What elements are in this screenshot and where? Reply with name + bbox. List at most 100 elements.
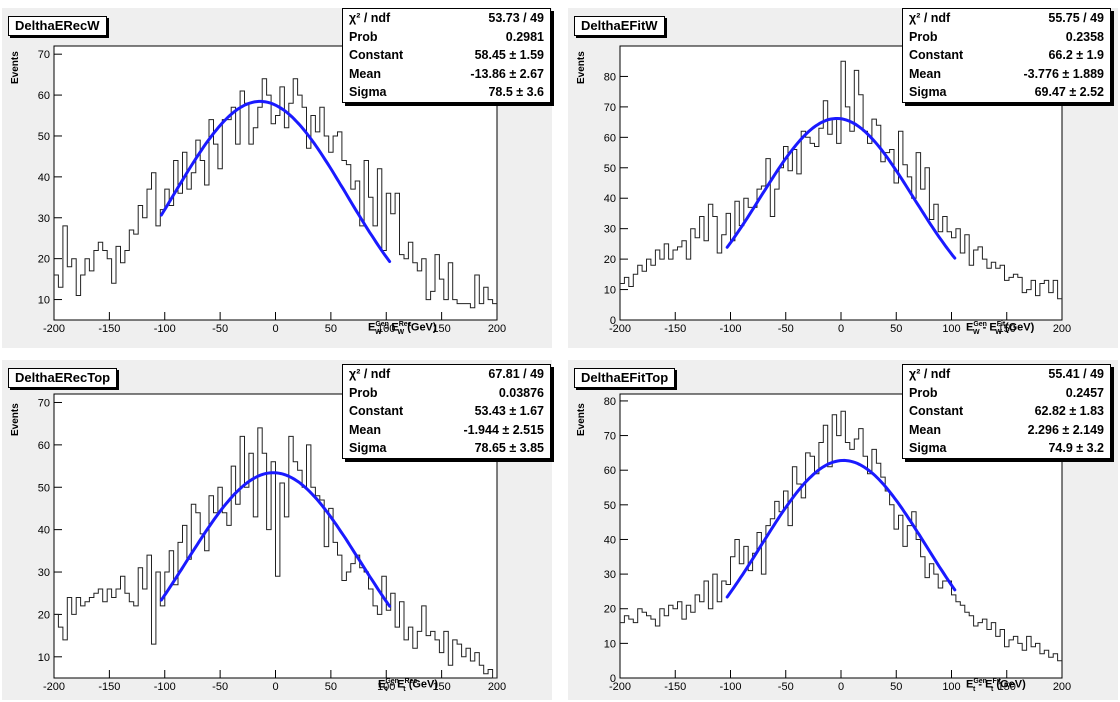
y-tick-label: 0 bbox=[610, 315, 616, 327]
y-tick-label: 20 bbox=[38, 254, 50, 266]
stat-value: 62.82 ± 1.83 bbox=[1034, 404, 1104, 418]
x-tick-label: 0 bbox=[272, 681, 278, 693]
y-tick-label: 60 bbox=[604, 465, 616, 477]
stat-label: Prob bbox=[909, 29, 938, 44]
y-tick-label: 40 bbox=[38, 172, 50, 184]
y-tick-label: 80 bbox=[604, 71, 616, 83]
y-axis-label: Events bbox=[10, 403, 21, 436]
stat-label: Mean bbox=[909, 66, 941, 81]
x-tick-label: 0 bbox=[838, 681, 844, 693]
stat-value: 66.2 ± 1.9 bbox=[1048, 48, 1104, 62]
stat-value: -13.86 ± 2.67 bbox=[470, 66, 544, 81]
stat-label: Constant bbox=[349, 48, 404, 62]
x-tick-label: 200 bbox=[488, 323, 506, 335]
y-tick-label: 10 bbox=[38, 295, 50, 307]
x-tick-label: -150 bbox=[98, 681, 120, 693]
stat-label: Prob bbox=[349, 29, 378, 44]
stat-value: 69.47 ± 2.52 bbox=[1034, 85, 1104, 99]
stat-value: 55.41 / 49 bbox=[1048, 367, 1104, 381]
x-tick-label: 150 bbox=[998, 323, 1016, 335]
stat-value: 2.296 ± 2.149 bbox=[1027, 422, 1104, 437]
histogram-title: DelthaERecW bbox=[8, 16, 107, 36]
y-tick-label: 40 bbox=[604, 193, 616, 205]
stat-value: 78.65 ± 3.85 bbox=[474, 441, 544, 455]
x-tick-label: -150 bbox=[664, 681, 686, 693]
x-tick-label: -50 bbox=[212, 323, 228, 335]
stat-value: 67.81 / 49 bbox=[488, 367, 544, 381]
x-tick-label: 100 bbox=[942, 681, 960, 693]
histogram-title: DelthaEFitW bbox=[574, 16, 665, 36]
x-tick-label: 200 bbox=[1053, 681, 1071, 693]
x-tick-label: 100 bbox=[377, 681, 395, 693]
y-tick-label: 80 bbox=[604, 396, 616, 408]
histogram-series bbox=[620, 60, 1062, 300]
y-tick-label: 40 bbox=[38, 525, 50, 537]
x-tick-label: -100 bbox=[154, 681, 176, 693]
y-tick-label: 70 bbox=[38, 397, 50, 409]
y-tick-label: 30 bbox=[38, 567, 50, 579]
y-tick-label: 60 bbox=[38, 90, 50, 102]
y-tick-label: 70 bbox=[604, 431, 616, 443]
stat-value: 0.2981 bbox=[505, 29, 544, 44]
y-tick-label: 0 bbox=[610, 673, 616, 685]
x-tick-label: 0 bbox=[272, 323, 278, 335]
x-tick-label: 200 bbox=[1053, 323, 1071, 335]
stat-value: 53.73 / 49 bbox=[488, 11, 544, 25]
x-tick-label: -150 bbox=[98, 323, 120, 335]
stat-value: 0.2457 bbox=[1065, 385, 1104, 400]
stat-label: χ² / ndf bbox=[909, 11, 951, 25]
x-tick-label: -200 bbox=[609, 681, 631, 693]
stat-label: Sigma bbox=[909, 85, 947, 99]
stat-label: χ² / ndf bbox=[909, 367, 951, 381]
x-tick-label: -200 bbox=[43, 681, 65, 693]
x-tick-label: -200 bbox=[609, 323, 631, 335]
y-tick-label: 70 bbox=[604, 102, 616, 114]
x-axis-label: EGent - EFitt (GeV) bbox=[966, 678, 1026, 693]
x-tick-label: -50 bbox=[212, 681, 228, 693]
y-tick-label: 50 bbox=[38, 131, 50, 143]
y-tick-label: 10 bbox=[38, 652, 50, 664]
y-tick-label: 70 bbox=[38, 49, 50, 61]
gaussian-fit-curve bbox=[159, 471, 392, 608]
x-axis-label: EGenW - EFitW (GeV) bbox=[966, 321, 1035, 336]
y-tick-label: 60 bbox=[38, 440, 50, 452]
stat-label: Sigma bbox=[349, 441, 387, 455]
stat-label: Mean bbox=[909, 422, 941, 437]
stat-value: 58.45 ± 1.59 bbox=[474, 48, 544, 62]
x-tick-label: 150 bbox=[432, 323, 450, 335]
histogram-series bbox=[620, 410, 1062, 662]
stat-value: -3.776 ± 1.889 bbox=[1023, 66, 1104, 81]
histogram-series bbox=[54, 78, 497, 309]
x-tick-label: -150 bbox=[664, 323, 686, 335]
y-tick-label: 20 bbox=[604, 254, 616, 266]
gaussian-fit-curve bbox=[725, 458, 957, 599]
x-tick-label: 150 bbox=[432, 681, 450, 693]
x-tick-label: -200 bbox=[43, 323, 65, 335]
histogram-panel-w-fit: 0 10 20 30 40 50 60 70 80 -200 -150 -100 -50 0 50 100 15… bbox=[568, 8, 1118, 348]
stat-label: Constant bbox=[909, 48, 964, 62]
y-tick-label: 20 bbox=[38, 609, 50, 621]
y-tick-label: 30 bbox=[604, 569, 616, 581]
y-tick-label: 50 bbox=[604, 163, 616, 175]
x-tick-label: 200 bbox=[488, 681, 506, 693]
stat-label: Prob bbox=[909, 385, 938, 400]
histogram-panel-top-rec: 10 20 30 40 50 60 70 -200 -150 -100 -50 0 50 100 150 20… bbox=[2, 360, 552, 700]
stats-box: χ² / ndf 53.73 / 49 Prob 0.2981 Constant 58… bbox=[342, 8, 551, 103]
stats-box: χ² / ndf 67.81 / 49 Prob 0.03876 Constant 5… bbox=[342, 364, 551, 459]
stats-box: χ² / ndf 55.75 / 49 Prob 0.2358 Constant 66… bbox=[902, 8, 1111, 103]
y-axis-label: Events bbox=[10, 51, 21, 84]
stat-value: 0.2358 bbox=[1065, 29, 1104, 44]
stat-value: 74.9 ± 3.2 bbox=[1048, 441, 1104, 455]
y-tick-label: 10 bbox=[604, 285, 616, 297]
x-tick-label: 50 bbox=[325, 323, 337, 335]
y-tick-label: 50 bbox=[38, 482, 50, 494]
stat-value: 55.75 / 49 bbox=[1048, 11, 1104, 25]
x-tick-label: -100 bbox=[719, 323, 741, 335]
stats-box: χ² / ndf 55.41 / 49 Prob 0.2457 Constant 62… bbox=[902, 364, 1111, 459]
stat-value: 0.03876 bbox=[498, 385, 544, 400]
stat-value: 78.5 ± 3.6 bbox=[488, 85, 544, 99]
stat-label: Mean bbox=[349, 66, 381, 81]
y-axis-label: Events bbox=[576, 403, 587, 436]
histogram-title: DelthaEFitTop bbox=[574, 368, 676, 388]
histogram-title: DelthaERecTop bbox=[8, 368, 118, 388]
